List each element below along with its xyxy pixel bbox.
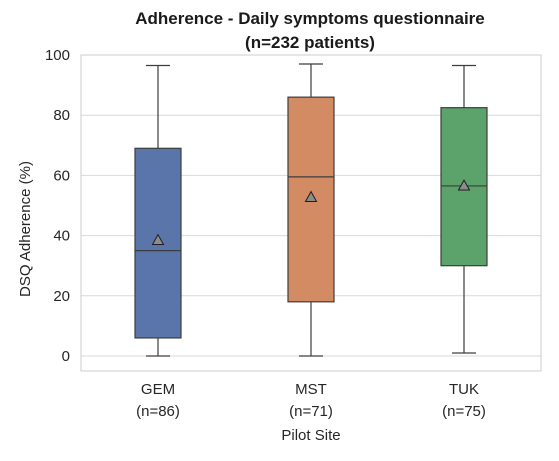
mean-marker-gem <box>151 233 165 246</box>
y-tick-label-20: 20 <box>53 288 70 305</box>
x-tick-label-tuk: TUK <box>449 381 479 398</box>
x-tick-label-gem: GEM <box>141 381 175 398</box>
x-tick-n-label-mst: (n=71) <box>289 403 333 420</box>
plot-area: 0 20 40 60 80 100 GEM (n=86) MST (n=71) TUK (n=75) <box>45 47 542 420</box>
y-tick-label-80: 80 <box>53 107 70 124</box>
x-tick-n-label-gem: (n=86) <box>136 403 180 420</box>
plot-frame <box>80 54 542 372</box>
y-tick-label-40: 40 <box>53 228 70 245</box>
y-tick-label-100: 100 <box>45 47 70 64</box>
chart-title-line-2: (n=232 patients) <box>245 33 375 52</box>
x-axis-title: Pilot Site <box>281 427 340 444</box>
y-axis-title: DSQ Adherence (%) <box>17 161 34 297</box>
x-tick-label-mst: MST <box>295 381 327 398</box>
mean-marker-mst <box>304 190 318 202</box>
y-tick-label-0: 0 <box>62 348 70 365</box>
y-tick-label-60: 60 <box>53 167 70 184</box>
chart-title-line-1: Adherence - Daily symptoms questionnaire <box>135 9 485 28</box>
x-tick-n-label-tuk: (n=75) <box>442 403 486 420</box>
mean-marker-tuk <box>457 179 471 191</box>
